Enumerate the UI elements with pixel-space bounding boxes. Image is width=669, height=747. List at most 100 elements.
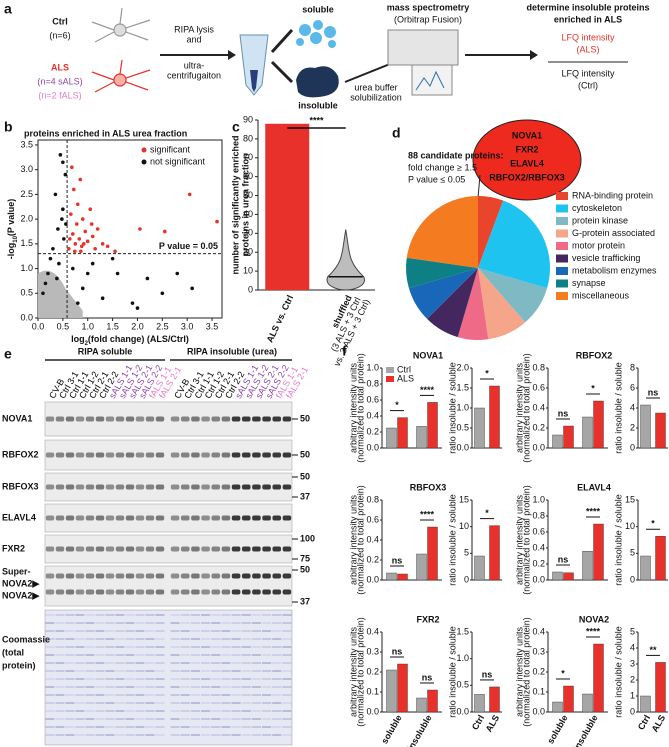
y-tick-label: 0.2 xyxy=(366,554,379,564)
coomassie-band xyxy=(211,614,221,616)
soluble-dots xyxy=(296,20,336,48)
blot-strip xyxy=(44,565,293,607)
x-tick-label: 1.5 xyxy=(106,321,119,331)
coomassie-band xyxy=(105,654,115,656)
coomassie-band xyxy=(231,710,241,712)
coomassie-band xyxy=(125,662,135,664)
coomassie-band xyxy=(211,670,221,672)
y-axis-label: ratio insoluble / soluble xyxy=(613,494,623,586)
band xyxy=(241,546,251,552)
panel-label: e xyxy=(4,346,12,362)
y-tick-label: 0.4 xyxy=(366,410,379,420)
coomassie-band xyxy=(272,638,282,640)
coomassie-band xyxy=(241,654,251,656)
coomassie-band xyxy=(180,694,190,696)
band xyxy=(211,416,221,422)
coomassie-band xyxy=(262,638,272,640)
y-axis-label: arbitrary intensity units xyxy=(514,362,524,453)
coomassie-band xyxy=(211,710,221,712)
coomassie-band xyxy=(190,662,200,664)
coomassie-band xyxy=(75,654,85,656)
y-tick-label: 5 xyxy=(464,548,469,558)
y-tick-label: 0 xyxy=(630,574,635,584)
schematic xyxy=(91,7,628,98)
legend-swatch xyxy=(556,267,568,275)
band xyxy=(201,573,210,579)
callout-protein: NOVA1 xyxy=(512,130,542,140)
marker-label: 100 xyxy=(300,533,315,543)
bar xyxy=(416,697,427,713)
protein-label: FXR2 xyxy=(2,543,25,553)
legend-label: significant xyxy=(150,144,191,154)
band xyxy=(252,589,261,595)
y-axis-label: ratio insoluble / soluble xyxy=(613,362,623,454)
y-axis-label: ratio insoluble / soluble xyxy=(447,494,457,586)
coomassie-band xyxy=(155,694,165,696)
marker-label: 37 xyxy=(300,596,310,606)
coomassie-band xyxy=(190,686,200,688)
coomassie-band xyxy=(105,694,115,696)
point xyxy=(105,244,110,249)
band xyxy=(155,589,165,595)
coomassie-band xyxy=(125,654,135,656)
band xyxy=(145,515,155,521)
annotation: P value = 0.05 xyxy=(159,241,218,251)
panel-label: d xyxy=(392,125,401,141)
band xyxy=(180,452,190,458)
band xyxy=(272,546,282,552)
coomassie-band xyxy=(95,710,105,712)
y-tick-label: 0.6 xyxy=(366,514,379,524)
marker-label: 37 xyxy=(300,491,310,501)
band xyxy=(145,546,155,552)
band xyxy=(145,484,155,490)
coomassie-band xyxy=(85,646,95,648)
point xyxy=(80,217,85,221)
coomassie-band xyxy=(282,622,292,624)
coomassie-band xyxy=(251,702,261,704)
point xyxy=(58,153,63,157)
legend-label: not significant xyxy=(150,156,206,166)
y-tick-label: 0.4 xyxy=(532,402,545,412)
y-tick-label: 0.5 xyxy=(20,288,33,298)
bar xyxy=(416,553,427,581)
y-axis-label: -log10(P value) xyxy=(6,199,18,260)
legend-label: miscellaneous xyxy=(572,290,630,300)
x-tick-label: 1.0 xyxy=(81,321,94,331)
y-tick-label: 10 xyxy=(459,521,469,531)
coomassie-band xyxy=(201,614,211,616)
significance: **** xyxy=(586,506,601,516)
coomassie-band xyxy=(65,694,75,696)
coomassie-band xyxy=(201,646,211,648)
panel-title: FXR2 xyxy=(416,614,439,624)
coomassie-band xyxy=(180,678,190,680)
coomassie-band xyxy=(262,726,272,728)
coomassie-band xyxy=(221,654,231,656)
y-tick-label: 0.0 xyxy=(456,442,469,452)
coomassie-band xyxy=(95,694,105,696)
coomassie-band xyxy=(170,694,180,696)
label-part: -log xyxy=(6,243,16,260)
coomassie-band xyxy=(155,702,165,704)
y-tick-label: 0.1 xyxy=(532,686,545,696)
pie-slice xyxy=(478,268,548,323)
coomassie-band xyxy=(75,638,85,640)
coomassie-band xyxy=(75,630,85,632)
bar xyxy=(489,385,500,449)
label-part: (P value) xyxy=(6,199,16,236)
protein-label: NOVA2▶ xyxy=(2,590,40,600)
y-axis-label: ratio insoluble / soluble xyxy=(447,362,457,454)
point xyxy=(175,271,180,276)
coomassie-band xyxy=(231,718,241,720)
band xyxy=(262,416,271,422)
band xyxy=(125,589,135,595)
coomassie-band xyxy=(211,630,221,632)
coomassie-band xyxy=(105,646,115,648)
bar xyxy=(640,404,651,449)
y-tick-label: 0.8 xyxy=(532,362,545,372)
band xyxy=(85,452,95,458)
band xyxy=(135,515,145,521)
coomassie-band xyxy=(55,710,65,712)
point xyxy=(43,281,48,286)
band xyxy=(201,546,210,552)
band xyxy=(231,416,241,422)
